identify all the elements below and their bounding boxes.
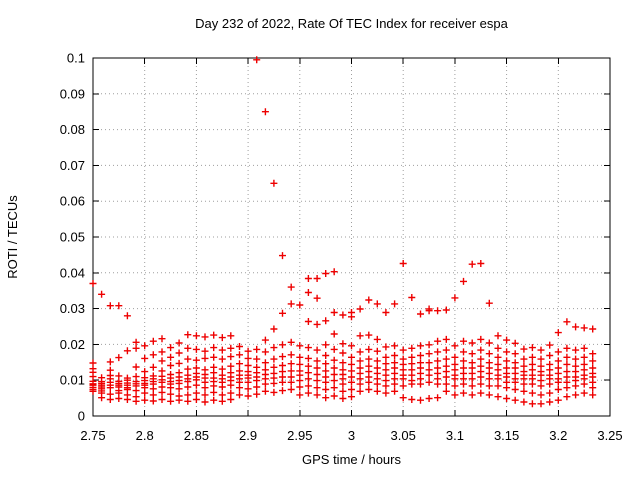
y-tick-label: 0.06: [60, 194, 85, 209]
x-tick-label: 3.2: [549, 428, 567, 443]
axes-border: [92, 57, 611, 417]
x-axis-label: GPS time / hours: [302, 452, 401, 467]
x-tick-label: 3.25: [597, 428, 622, 443]
y-tick-label: 0: [78, 409, 85, 424]
y-tick-label: 0.05: [60, 230, 85, 245]
x-tick-label: 3.05: [391, 428, 416, 443]
x-tick-label: 2.85: [184, 428, 209, 443]
x-tick-label: 3: [348, 428, 355, 443]
plot-generated-content: 2.75 2.8 2.85 2.9 2.95 3 3.05 3.1 3.15 3.2 3.25 0 0.…: [60, 51, 623, 444]
chart-title: Day 232 of 2022, Rate Of TEC Index for r…: [195, 16, 508, 31]
y-axis-label: ROTI / TECUs: [5, 195, 20, 279]
y-tick-label: 0.09: [60, 86, 85, 101]
y-tick-label: 0.02: [60, 337, 85, 352]
x-tick-label: 2.9: [239, 428, 257, 443]
y-tick-label: 0.01: [60, 373, 85, 388]
x-tick-label: 2.75: [80, 428, 105, 443]
x-tick-label: 2.95: [287, 428, 312, 443]
y-tick-label: 0.1: [67, 51, 85, 66]
x-tick-label: 3.1: [446, 428, 464, 443]
y-tick-label: 0.04: [60, 265, 85, 280]
y-tick-label: 0.07: [60, 158, 85, 173]
x-tick-label: 3.15: [494, 428, 519, 443]
x-tick-label: 2.8: [136, 428, 154, 443]
y-tick-label: 0.03: [60, 301, 85, 316]
scatter-points: [89, 56, 597, 408]
y-tick-label: 0.08: [60, 122, 85, 137]
